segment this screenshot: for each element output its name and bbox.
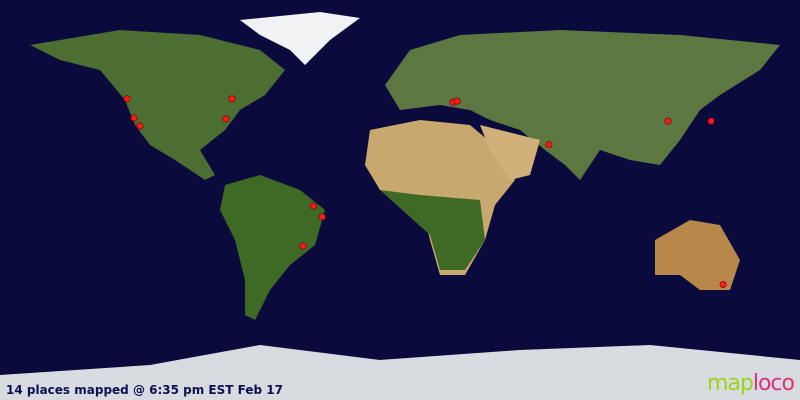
place-marker[interactable] <box>719 280 727 288</box>
place-marker[interactable] <box>664 117 672 125</box>
place-marker[interactable] <box>309 202 317 210</box>
place-marker[interactable] <box>136 122 144 130</box>
place-marker[interactable] <box>123 95 131 103</box>
logo-part-map: map <box>706 371 754 396</box>
marker-layer <box>123 95 727 288</box>
place-marker[interactable] <box>318 213 326 221</box>
greenland <box>240 12 360 65</box>
logo-part-loco: loco <box>752 371 795 396</box>
australia <box>655 220 740 290</box>
antarctica <box>0 345 800 400</box>
eurasia <box>385 30 780 180</box>
place-marker[interactable] <box>545 141 553 149</box>
south-america <box>220 175 325 320</box>
places-mapped-caption: 14 places mapped @ 6:35 pm EST Feb 17 <box>6 383 283 397</box>
place-marker[interactable] <box>707 117 715 125</box>
place-marker[interactable] <box>228 95 236 103</box>
maploco-logo[interactable]: maploco <box>706 371 795 396</box>
place-marker[interactable] <box>453 97 461 105</box>
place-marker[interactable] <box>130 114 138 122</box>
north-america <box>30 30 285 180</box>
place-marker[interactable] <box>222 115 230 123</box>
place-marker[interactable] <box>299 242 307 250</box>
